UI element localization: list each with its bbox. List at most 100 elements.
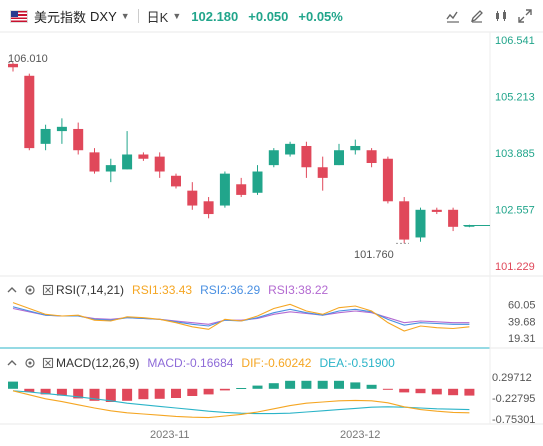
candle-body: [415, 209, 426, 238]
candle[interactable]: [382, 156, 393, 204]
candle-body: [366, 150, 377, 163]
candle[interactable]: [203, 197, 214, 219]
candle-body: [431, 209, 442, 212]
rsi-axis: 60.05 39.68 19.31: [508, 299, 536, 345]
candle[interactable]: [334, 143, 344, 166]
price-axis-label: 106.541: [495, 35, 535, 47]
close-box-icon[interactable]: [42, 284, 54, 296]
macd-bar: [285, 380, 296, 389]
candle[interactable]: [122, 131, 133, 170]
candle-body: [399, 201, 410, 240]
macd-bar: [431, 388, 442, 395]
macd-bar: [448, 388, 459, 396]
candle[interactable]: [24, 73, 35, 151]
macd-bar: [40, 388, 51, 395]
macd-axis-label: -0.75301: [492, 414, 535, 426]
rsi-lines: [12, 302, 470, 332]
candle[interactable]: [138, 152, 149, 161]
candle[interactable]: [219, 171, 230, 208]
candle[interactable]: [105, 158, 116, 183]
candle-body: [73, 128, 84, 151]
instrument-symbol[interactable]: DXY: [90, 8, 117, 24]
candle-body: [187, 190, 198, 206]
candle-body: [252, 171, 263, 193]
candle[interactable]: [73, 122, 84, 155]
candle-body: [105, 165, 116, 172]
candle[interactable]: [448, 207, 459, 232]
macd-bar: [236, 388, 247, 389]
price-change: +0.050: [248, 8, 289, 24]
fullscreen-icon[interactable]: [515, 6, 535, 26]
candle[interactable]: [154, 152, 165, 178]
rsi1-line: [12, 302, 470, 332]
macd-settings-gear-icon[interactable]: [24, 357, 36, 369]
candle[interactable]: [89, 148, 100, 174]
candle[interactable]: [366, 148, 377, 168]
macd-bar: [105, 388, 116, 402]
price-axis-label: 101.229: [495, 261, 535, 273]
collapse-chevron-icon[interactable]: [6, 284, 18, 296]
macd-bar: [350, 382, 361, 389]
macd-bar: [464, 388, 475, 396]
price-axis-label: 103.885: [495, 148, 535, 160]
candle[interactable]: [56, 118, 67, 144]
rsi-legend: RSI(7,14,21) RSI1:33.43 RSI2:36.29 RSI3:…: [0, 283, 328, 297]
macd-close-box-icon[interactable]: [42, 357, 54, 369]
candle[interactable]: [236, 177, 247, 198]
macd-bar: [203, 388, 214, 395]
macd-bar: [252, 385, 263, 389]
x-tick-2023-11: 2023-11: [150, 429, 190, 441]
candle[interactable]: [40, 124, 51, 151]
indicator-tool-icon[interactable]: [443, 6, 463, 26]
candle[interactable]: [268, 148, 279, 168]
macd-bar: [382, 388, 393, 390]
macd-bar: [138, 388, 149, 400]
macd-bar: [56, 388, 67, 396]
macd-bar: [268, 383, 279, 389]
macd-collapse-chevron-icon[interactable]: [6, 357, 18, 369]
macd-value: MACD:-0.16684: [147, 356, 234, 370]
draw-pen-icon[interactable]: [467, 6, 487, 26]
macd-bar: [334, 380, 344, 389]
rsi-axis-label: 60.05: [508, 299, 536, 311]
x-tick-2023-12: 2023-12: [340, 429, 380, 441]
candle[interactable]: [187, 182, 198, 210]
candle-body: [24, 75, 35, 149]
candle[interactable]: [415, 207, 426, 242]
period-chevron-down-icon[interactable]: ▼: [172, 11, 182, 21]
candle-style-icon[interactable]: [491, 6, 511, 26]
candle[interactable]: [350, 139, 361, 155]
candle-body: [317, 167, 328, 178]
price-axis-label: 102.557: [495, 205, 535, 217]
macd-bar: [8, 381, 18, 389]
candle[interactable]: [171, 173, 181, 189]
candle[interactable]: [317, 156, 328, 191]
rsi3-value: RSI3:38.22: [268, 283, 329, 297]
candle-body: [40, 128, 51, 144]
candle[interactable]: [301, 141, 312, 178]
instrument-name[interactable]: 美元指数: [34, 9, 87, 25]
rsi-axis-label: 19.31: [508, 333, 536, 345]
macd-bar: [122, 388, 133, 401]
price-axis-label: 105.213: [495, 92, 535, 104]
candle[interactable]: [431, 207, 442, 215]
candle[interactable]: [252, 165, 263, 195]
macd-axis-label: -0.22795: [492, 393, 535, 405]
candle[interactable]: [285, 141, 296, 157]
candle-body: [89, 152, 100, 172]
rsi-name: RSI(7,14,21): [56, 283, 125, 297]
candle[interactable]: [8, 62, 18, 72]
candle-body: [464, 225, 475, 227]
candle[interactable]: [399, 197, 410, 244]
macd-histogram: [8, 380, 475, 402]
dea-line: [12, 390, 470, 415]
chevron-down-icon[interactable]: ▼: [120, 11, 130, 21]
settings-gear-icon[interactable]: [24, 284, 36, 296]
period-selector[interactable]: 日K: [146, 9, 169, 25]
candle-body: [236, 184, 247, 195]
candle-body: [56, 126, 67, 132]
macd-bar: [24, 388, 35, 392]
candle-body: [285, 143, 296, 155]
candle-body: [122, 154, 133, 170]
